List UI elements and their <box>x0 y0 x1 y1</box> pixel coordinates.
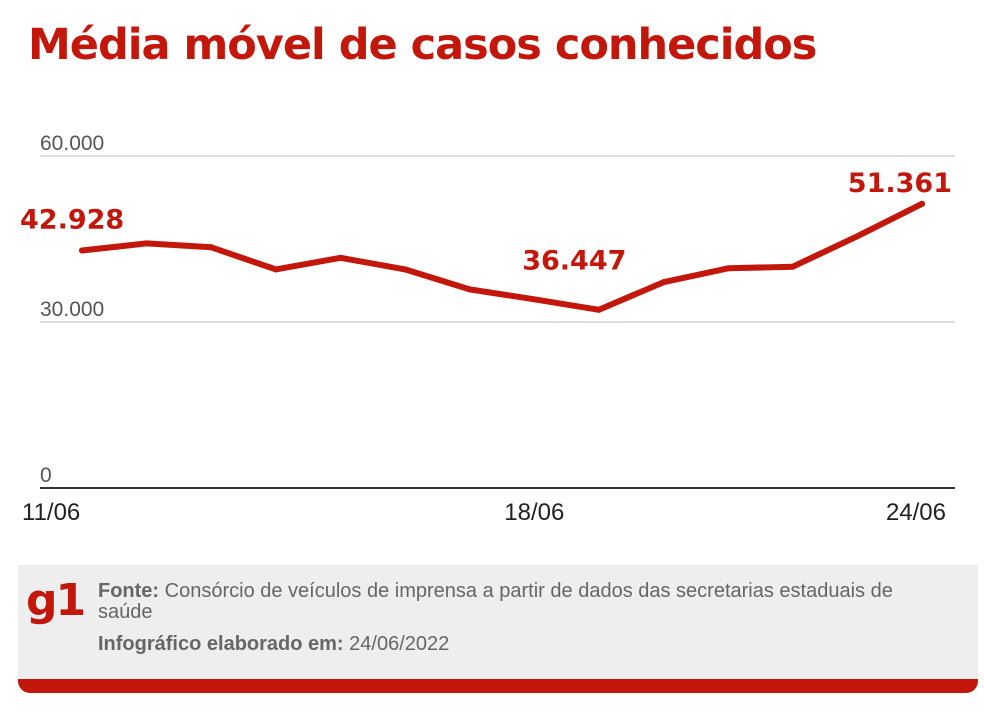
data-label: 42.928 <box>20 204 124 235</box>
data-point <box>854 233 861 240</box>
g1-logo: g1 <box>26 575 86 626</box>
data-point <box>337 254 344 261</box>
data-point <box>79 247 85 254</box>
y-tick-label: 60.000 <box>40 132 104 155</box>
data-point <box>789 263 796 270</box>
data-point <box>402 266 409 273</box>
x-tick-label: 24/06 <box>886 499 946 526</box>
footer-accent-bar <box>18 679 978 693</box>
data-point <box>272 266 279 273</box>
line-chart: 0 30.000 60.000 11/06 18/06 24/06 42.928 36.447… <box>20 132 955 526</box>
x-tick-label: 11/06 <box>22 499 80 526</box>
footer: g1 Fonte: Consórcio de veículos de impre… <box>18 565 978 693</box>
y-tick-label: 0 <box>40 464 52 487</box>
series-line <box>79 200 925 313</box>
data-label: 51.361 <box>848 168 952 199</box>
credit-date: 24/06/2022 <box>349 633 450 655</box>
credit-note: Infográfico elaborado em: 24/06/2022 <box>98 633 449 656</box>
x-tick-label: 18/06 <box>504 499 564 526</box>
source-note: Fonte: Consórcio de veículos de imprensa… <box>98 581 918 623</box>
data-point <box>660 279 667 286</box>
data-point <box>725 265 732 272</box>
credit-label: Infográfico elaborado em: <box>98 633 344 655</box>
data-point <box>466 286 473 293</box>
chart-title: Média móvel de casos conhecidos <box>28 20 817 70</box>
data-point <box>595 306 602 313</box>
source-text: Consórcio de veículos de imprensa a part… <box>98 580 893 623</box>
data-label: 36.447 <box>522 245 626 276</box>
data-point <box>919 200 925 207</box>
source-label: Fonte: <box>98 580 160 602</box>
y-tick-label: 30.000 <box>40 298 104 321</box>
data-point <box>208 244 215 251</box>
data-point <box>143 240 150 247</box>
data-point <box>531 296 538 303</box>
